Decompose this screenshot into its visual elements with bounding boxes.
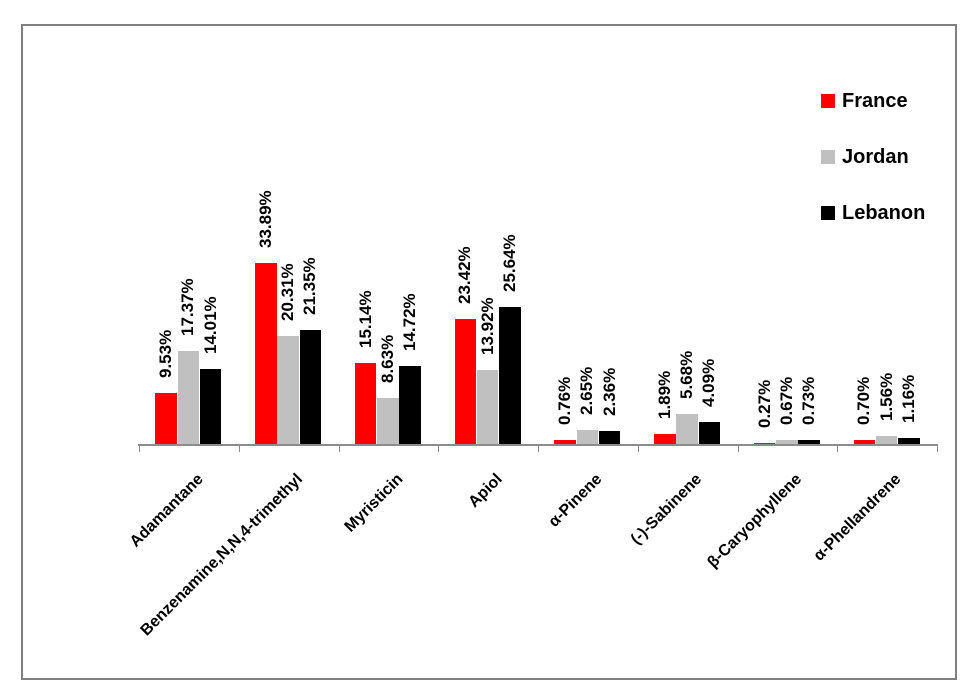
bar-france-6 (753, 442, 776, 444)
legend-item-jordan: Jordan (821, 146, 925, 168)
value-label: 0.27% (754, 379, 774, 428)
bar-lebanon-7 (898, 437, 920, 444)
value-label: 5.68% (677, 350, 697, 399)
bar-france-1 (255, 263, 277, 444)
bar-france-4 (554, 439, 576, 444)
bar-jordan-3 (476, 369, 499, 444)
value-label: 15.14% (355, 290, 375, 349)
value-label: 23.42% (455, 246, 475, 305)
x-axis-tick (937, 446, 938, 452)
bar-lebanon-6 (798, 440, 820, 444)
category-label: α-Pinene (545, 470, 606, 531)
legend-swatch-icon (821, 206, 835, 220)
bar-lebanon-2 (399, 365, 421, 444)
bar-jordan-4 (576, 429, 599, 444)
x-axis-tick (738, 446, 739, 452)
x-axis-tick (837, 446, 838, 452)
bar-jordan-7 (875, 435, 898, 444)
value-label: 0.73% (799, 376, 819, 426)
bar-lebanon-1 (299, 330, 322, 444)
value-label: 17.37% (178, 278, 198, 337)
bar-jordan-1 (277, 335, 299, 444)
value-label: 4.09% (699, 358, 719, 408)
bar-jordan-2 (377, 398, 399, 444)
category-label: Apiol (465, 470, 506, 512)
chart-frame: 9.53% 33.89% 15.14% 23.42% 0.76% 1.89% 0.27% 0.… (21, 24, 957, 680)
legend-label: Jordan (842, 146, 909, 168)
bar-lebanon-0 (199, 369, 222, 444)
category-label: Adamantane (126, 470, 207, 551)
category-label: α-Phellandrene (811, 470, 905, 565)
bar-jordan-0 (177, 351, 200, 444)
value-label: 2.36% (599, 368, 619, 417)
bar-jordan-5 (676, 413, 698, 444)
value-label: 14.72% (400, 292, 420, 351)
value-label: 2.65% (577, 366, 597, 415)
value-label: 21.35% (300, 257, 320, 316)
value-label: 33.89% (255, 190, 275, 249)
legend-label: France (842, 90, 908, 112)
value-label: 14.01% (200, 296, 220, 355)
category-label: Benzenamine,N,N,4-trimethyl (137, 470, 307, 640)
legend-item-france: France (821, 90, 925, 112)
bar-france-7 (853, 440, 876, 444)
x-axis-tick (139, 446, 140, 452)
value-label: 25.64% (499, 234, 519, 293)
x-axis-tick (638, 446, 639, 452)
bar-lebanon-3 (499, 307, 521, 444)
bar-france-3 (454, 319, 477, 444)
legend: France Jordan Lebanon (821, 90, 925, 258)
bar-france-2 (354, 363, 377, 444)
value-label: 1.56% (876, 372, 896, 421)
x-axis-tick (538, 446, 539, 452)
value-label: 1.89% (654, 370, 674, 419)
value-label: 0.70% (854, 377, 874, 426)
legend-swatch-icon (821, 94, 835, 108)
x-axis-tick (239, 446, 240, 452)
legend-item-lebanon: Lebanon (821, 202, 925, 224)
x-axis-tick (438, 446, 439, 452)
value-label: 0.76% (555, 376, 575, 425)
bar-lebanon-4 (598, 431, 621, 444)
bar-france-0 (155, 393, 177, 444)
category-label: (-)-Sabinene (627, 470, 706, 549)
value-label: 8.63% (377, 334, 397, 383)
x-axis-line (138, 444, 938, 446)
value-label: 13.92% (477, 297, 497, 355)
legend-swatch-icon (821, 150, 835, 164)
value-label: 20.31% (278, 263, 298, 321)
legend-label: Lebanon (842, 202, 926, 224)
category-label: β-Caryophyllene (704, 470, 806, 572)
value-label: 1.16% (898, 374, 918, 423)
bar-france-5 (654, 433, 676, 444)
plot-area: 9.53% 33.89% 15.14% 23.42% 0.76% 1.89% 0.27% 0.… (23, 26, 955, 678)
category-label: Myristicin (341, 470, 407, 536)
bar-lebanon-5 (698, 422, 721, 444)
value-label: 9.53% (156, 330, 176, 379)
bar-jordan-6 (776, 440, 798, 444)
x-axis-tick (339, 446, 340, 452)
value-label: 0.67% (776, 377, 796, 426)
